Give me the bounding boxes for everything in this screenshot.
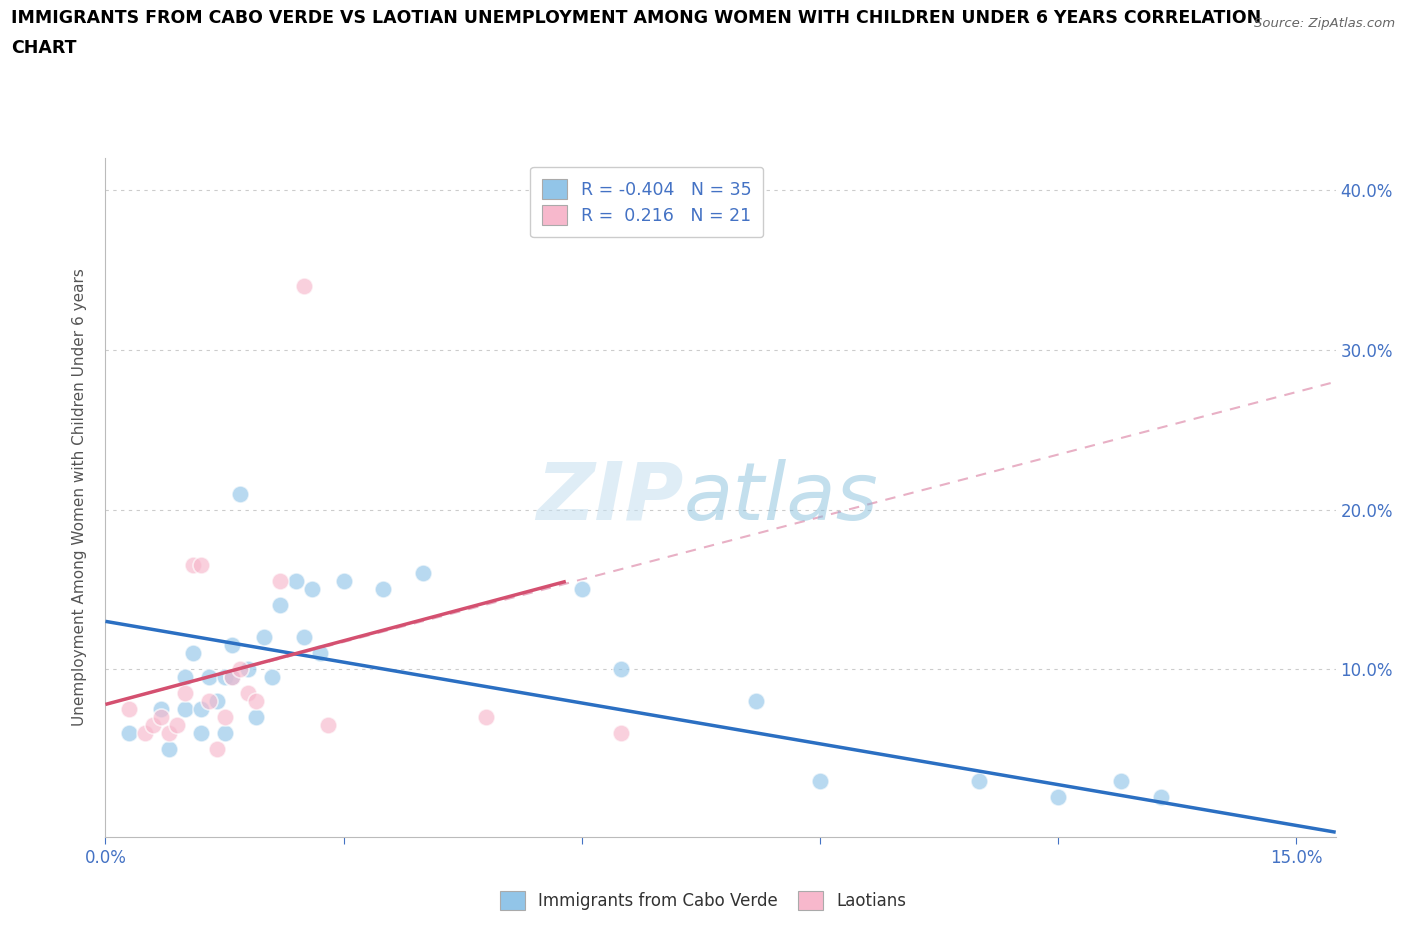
Point [166, 718, 188, 733]
Point [118, 702, 141, 717]
Point [253, 630, 276, 644]
Point [157, 725, 180, 740]
Point [967, 774, 990, 789]
Text: atlas: atlas [683, 458, 879, 537]
Point [205, 694, 228, 709]
Point [205, 742, 228, 757]
Point [610, 662, 633, 677]
Point [292, 278, 315, 293]
Text: IMMIGRANTS FROM CABO VERDE VS LAOTIAN UNEMPLOYMENT AMONG WOMEN WITH CHILDREN UND: IMMIGRANTS FROM CABO VERDE VS LAOTIAN UN… [11, 9, 1261, 27]
Point [808, 774, 831, 789]
Point [1111, 774, 1133, 789]
Point [475, 710, 498, 724]
Point [610, 725, 633, 740]
Point [150, 710, 173, 724]
Point [157, 742, 180, 757]
Point [190, 558, 212, 573]
Point [373, 582, 395, 597]
Point [221, 670, 243, 684]
Point [142, 718, 165, 733]
Text: ZIP: ZIP [536, 458, 683, 537]
Point [1046, 790, 1069, 804]
Point [245, 710, 267, 724]
Point [181, 645, 204, 660]
Point [238, 662, 260, 677]
Point [118, 725, 141, 740]
Point [134, 725, 156, 740]
Text: Source: ZipAtlas.com: Source: ZipAtlas.com [1254, 17, 1395, 30]
Point [181, 558, 204, 573]
Point [571, 582, 593, 597]
Point [1150, 790, 1173, 804]
Point [245, 694, 267, 709]
Legend: Immigrants from Cabo Verde, Laotians: Immigrants from Cabo Verde, Laotians [494, 884, 912, 917]
Point [229, 486, 252, 501]
Point [745, 694, 768, 709]
Point [197, 670, 219, 684]
Point [214, 710, 236, 724]
Point [221, 638, 243, 653]
Text: CHART: CHART [11, 39, 77, 57]
Point [332, 574, 354, 589]
Point [284, 574, 307, 589]
Point [150, 702, 173, 717]
Point [316, 718, 339, 733]
Point [269, 574, 291, 589]
Point [262, 670, 284, 684]
Point [269, 598, 291, 613]
Point [292, 630, 315, 644]
Point [173, 670, 195, 684]
Point [190, 725, 212, 740]
Y-axis label: Unemployment Among Women with Children Under 6 years: Unemployment Among Women with Children U… [72, 269, 87, 726]
Point [214, 725, 236, 740]
Legend: R = -0.404   N = 35, R =  0.216   N = 21: R = -0.404 N = 35, R = 0.216 N = 21 [530, 166, 763, 237]
Point [412, 566, 434, 581]
Point [197, 694, 219, 709]
Point [221, 670, 243, 684]
Point [238, 685, 260, 700]
Point [214, 670, 236, 684]
Point [229, 662, 252, 677]
Point [173, 685, 195, 700]
Point [308, 645, 330, 660]
Point [173, 702, 195, 717]
Point [301, 582, 323, 597]
Point [190, 702, 212, 717]
